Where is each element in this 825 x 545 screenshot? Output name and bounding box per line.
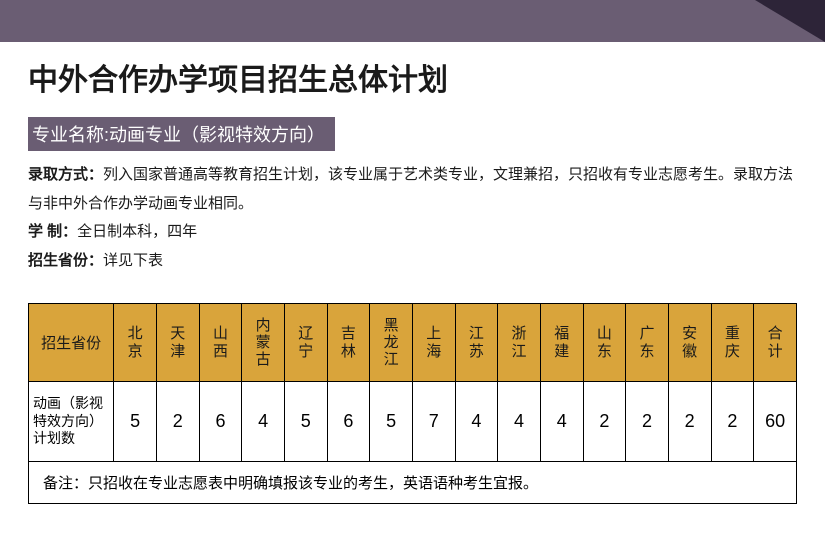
header-total: 合计	[754, 304, 797, 382]
enrollment-table-wrap: 招生省份 北京天津山西内蒙古辽宁吉林黑龙江上海江苏浙江福建山东广东安徽重庆合计 …	[28, 303, 797, 504]
page-title: 中外合作办学项目招生总体计划	[28, 55, 797, 99]
cell-value: 4	[242, 382, 285, 462]
cell-value: 6	[199, 382, 242, 462]
admission-label: 录取方式：	[28, 166, 103, 183]
header-province: 天津	[156, 304, 199, 382]
header-province: 福建	[540, 304, 583, 382]
table-note: 备注：只招收在专业志愿表中明确填报该专业的考生，英语语种考生宜报。	[29, 462, 797, 504]
top-corner-triangle	[755, 0, 825, 42]
row-major-label: 动画（影视特效方向）计划数	[29, 382, 114, 462]
header-province-label: 招生省份	[29, 304, 114, 382]
header-province: 重庆	[711, 304, 754, 382]
cell-value: 2	[711, 382, 754, 462]
table-header-row: 招生省份 北京天津山西内蒙古辽宁吉林黑龙江上海江苏浙江福建山东广东安徽重庆合计	[29, 304, 797, 382]
duration-line: 学 制：全日制本科，四年	[28, 218, 797, 247]
cell-value: 4	[498, 382, 541, 462]
header-province: 辽宁	[284, 304, 327, 382]
table-data-row: 动画（影视特效方向）计划数 52645657444222260	[29, 382, 797, 462]
duration-text: 全日制本科，四年	[77, 223, 197, 240]
duration-label: 学 制：	[28, 223, 77, 240]
cell-value: 7	[412, 382, 455, 462]
header-province: 浙江	[498, 304, 541, 382]
province-text: 详见下表	[103, 252, 163, 269]
major-name-banner: 专业名称:动画专业（影视特效方向）	[28, 117, 335, 151]
header-province: 上海	[412, 304, 455, 382]
cell-value: 6	[327, 382, 370, 462]
top-band	[0, 0, 825, 42]
table-note-row: 备注：只招收在专业志愿表中明确填报该专业的考生，英语语种考生宜报。	[29, 462, 797, 504]
cell-value: 2	[626, 382, 669, 462]
admission-text: 列入国家普通高等教育招生计划，该专业属于艺术类专业，文理兼招，只招收有专业志愿考…	[28, 166, 793, 212]
province-line: 招生省份：详见下表	[28, 247, 797, 276]
cell-value: 4	[455, 382, 498, 462]
cell-value: 2	[668, 382, 711, 462]
header-province: 广东	[626, 304, 669, 382]
cell-value: 2	[583, 382, 626, 462]
cell-value: 5	[284, 382, 327, 462]
header-province: 江苏	[455, 304, 498, 382]
header-province: 北京	[114, 304, 157, 382]
cell-value: 2	[156, 382, 199, 462]
admission-line: 录取方式：列入国家普通高等教育招生计划，该专业属于艺术类专业，文理兼招，只招收有…	[28, 161, 797, 218]
header-province: 内蒙古	[242, 304, 285, 382]
cell-value: 5	[370, 382, 413, 462]
header-province: 安徽	[668, 304, 711, 382]
header-province: 吉林	[327, 304, 370, 382]
cell-value: 4	[540, 382, 583, 462]
header-province: 山西	[199, 304, 242, 382]
cell-value: 5	[114, 382, 157, 462]
province-label: 招生省份：	[28, 252, 103, 269]
header-province: 山东	[583, 304, 626, 382]
header-province: 黑龙江	[370, 304, 413, 382]
content-area: 中外合作办学项目招生总体计划 专业名称:动画专业（影视特效方向） 录取方式：列入…	[28, 55, 797, 504]
enrollment-table: 招生省份 北京天津山西内蒙古辽宁吉林黑龙江上海江苏浙江福建山东广东安徽重庆合计 …	[28, 303, 797, 504]
cell-total: 60	[754, 382, 797, 462]
